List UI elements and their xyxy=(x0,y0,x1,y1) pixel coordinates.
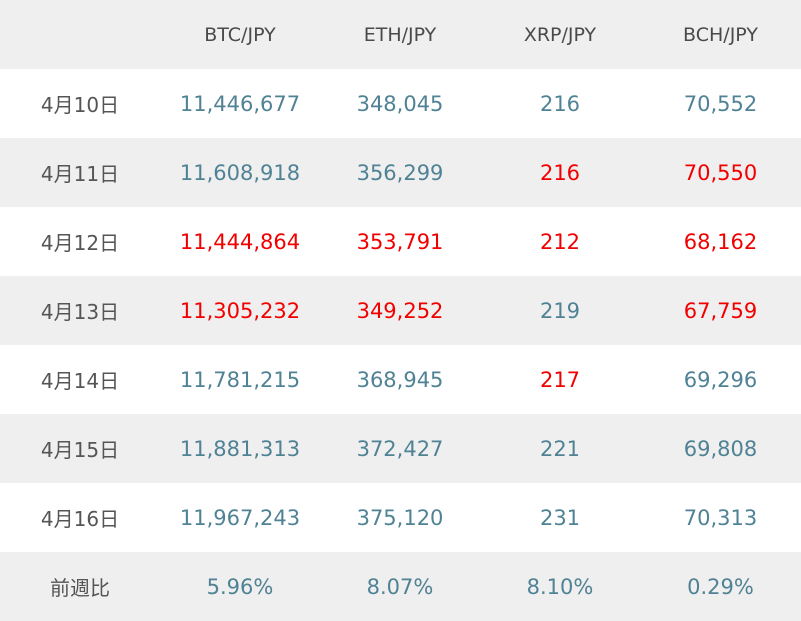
weekly-change-row: 前週比 5.96% 8.07% 8.10% 0.29% xyxy=(0,552,801,621)
btc-weekly-change: 5.96% xyxy=(206,574,274,599)
header-corner xyxy=(0,0,160,69)
row-date: 4月13日 xyxy=(40,300,120,324)
header-eth-jpy: ETH/JPY xyxy=(363,23,437,46)
xrp-weekly-change: 8.10% xyxy=(526,574,594,599)
bch-price: 69,808 xyxy=(683,436,758,461)
row-date: 4月14日 xyxy=(40,369,120,393)
xrp-price: 231 xyxy=(539,505,581,530)
eth-price: 372,427 xyxy=(356,436,444,461)
header-row: BTC/JPY ETH/JPY XRP/JPY BCH/JPY xyxy=(0,0,801,69)
table-row: 4月10日 11,446,677 348,045 216 70,552 xyxy=(0,69,801,138)
eth-price: 356,299 xyxy=(356,160,444,185)
btc-price: 11,967,243 xyxy=(179,505,301,530)
row-date: 4月15日 xyxy=(40,438,120,462)
table-row: 4月16日 11,967,243 375,120 231 70,313 xyxy=(0,483,801,552)
eth-price: 348,045 xyxy=(356,91,444,116)
btc-price: 11,444,864 xyxy=(179,229,301,254)
xrp-price: 216 xyxy=(539,91,581,116)
bch-weekly-change: 0.29% xyxy=(687,574,754,599)
row-date: 4月12日 xyxy=(40,231,120,255)
bch-price: 68,162 xyxy=(683,229,758,254)
xrp-price: 219 xyxy=(539,298,581,323)
xrp-price: 217 xyxy=(539,367,581,392)
table-row: 4月13日 11,305,232 349,252 219 67,759 xyxy=(0,276,801,345)
table-row: 4月12日 11,444,864 353,791 212 68,162 xyxy=(0,207,801,276)
btc-price: 11,305,232 xyxy=(179,298,301,323)
btc-price: 11,881,313 xyxy=(179,436,301,461)
bch-price: 67,759 xyxy=(683,298,758,323)
header-xrp-jpy: XRP/JPY xyxy=(523,23,597,46)
bch-price: 70,550 xyxy=(683,160,758,185)
bch-price: 70,313 xyxy=(683,505,758,530)
row-date: 4月10日 xyxy=(40,93,120,117)
table-row: 4月14日 11,781,215 368,945 217 69,296 xyxy=(0,345,801,414)
eth-price: 349,252 xyxy=(356,298,444,323)
xrp-price: 212 xyxy=(539,229,581,254)
eth-weekly-change: 8.07% xyxy=(366,574,434,599)
table-row: 4月15日 11,881,313 372,427 221 69,808 xyxy=(0,414,801,483)
bch-price: 69,296 xyxy=(683,367,758,392)
header-btc-jpy: BTC/JPY xyxy=(204,23,276,46)
btc-price: 11,446,677 xyxy=(179,91,301,116)
xrp-price: 216 xyxy=(539,160,581,185)
header-bch-jpy: BCH/JPY xyxy=(683,23,758,46)
xrp-price: 221 xyxy=(539,436,581,461)
weekly-change-label: 前週比 xyxy=(50,576,110,600)
btc-price: 11,781,215 xyxy=(179,367,301,392)
bch-price: 70,552 xyxy=(683,91,758,116)
table-row: 4月11日 11,608,918 356,299 216 70,550 xyxy=(0,138,801,207)
eth-price: 353,791 xyxy=(356,229,444,254)
row-date: 4月11日 xyxy=(40,162,120,186)
eth-price: 368,945 xyxy=(356,367,444,392)
eth-price: 375,120 xyxy=(356,505,444,530)
row-date: 4月16日 xyxy=(40,507,120,531)
btc-price: 11,608,918 xyxy=(179,160,301,185)
